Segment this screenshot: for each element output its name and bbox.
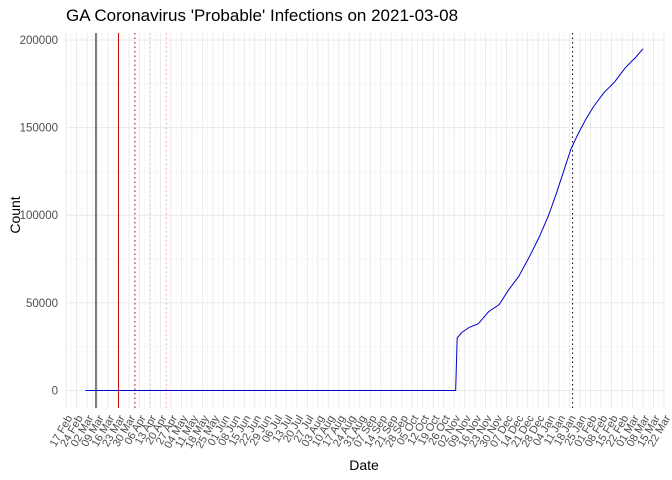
x-axis-label: Date	[349, 457, 379, 473]
y-tick-label: 0	[52, 385, 58, 397]
grid-layer	[65, 33, 665, 408]
reference-lines	[95, 33, 574, 408]
y-tick-labels: 0 50000 100000 150000 200000	[20, 35, 58, 397]
series-layer	[85, 48, 644, 391]
y-tick-label: 150000	[20, 123, 58, 135]
series-line	[85, 48, 644, 391]
y-tick-label: 50000	[26, 298, 58, 310]
chart-title: GA Coronavirus 'Probable' Infections on …	[66, 6, 459, 25]
y-axis-label: Count	[7, 196, 23, 233]
y-tick-label: 100000	[20, 210, 58, 222]
y-tick-label: 200000	[20, 35, 58, 47]
